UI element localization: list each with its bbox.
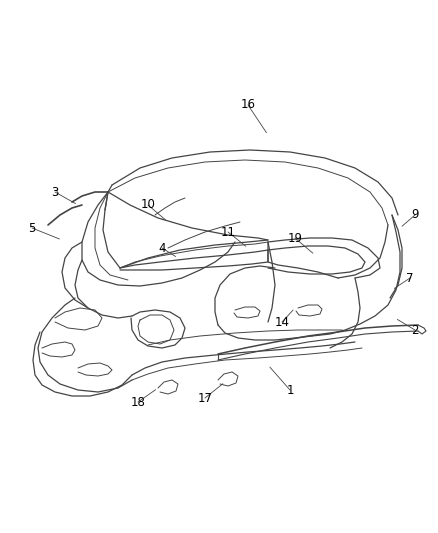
Text: 9: 9 — [411, 208, 419, 222]
Text: 7: 7 — [406, 271, 414, 285]
Text: 10: 10 — [141, 198, 155, 212]
Text: 19: 19 — [287, 231, 303, 245]
Text: 17: 17 — [198, 392, 212, 405]
Text: 18: 18 — [131, 395, 145, 408]
Text: 3: 3 — [51, 185, 59, 198]
Text: 2: 2 — [411, 324, 419, 336]
Text: 5: 5 — [28, 222, 35, 235]
Text: 14: 14 — [275, 316, 290, 328]
Text: 1: 1 — [286, 384, 294, 397]
Text: 11: 11 — [220, 225, 236, 238]
Text: 4: 4 — [158, 241, 166, 254]
Text: 16: 16 — [240, 99, 255, 111]
